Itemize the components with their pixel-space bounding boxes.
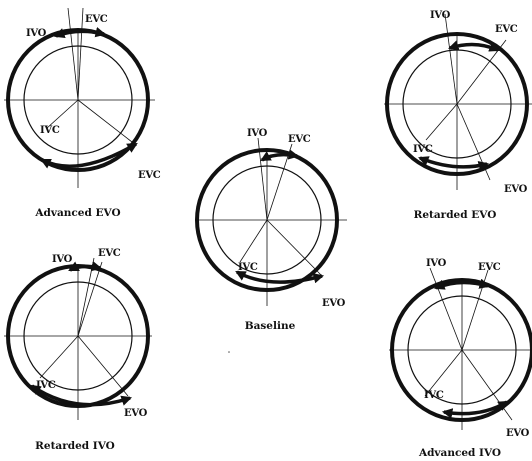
exhaust-arc-arrow [40, 142, 138, 169]
diagram-caption: Advanced EVO [34, 207, 120, 219]
evc-label: EVC [288, 134, 311, 145]
exhaust-arc-arrow [441, 400, 509, 419]
evo-label: EVO [506, 428, 530, 439]
ivc-line [424, 349, 463, 397]
evo-label: EVO [124, 408, 148, 419]
ivc-label: IVC [40, 125, 60, 136]
evc-label: EVC [85, 14, 108, 25]
evc-label: EVC [495, 24, 518, 35]
intake-arc-arrow [447, 40, 500, 52]
ivc-label: IVC [413, 144, 433, 155]
diagram-caption: Baseline [245, 320, 296, 332]
evc-line [77, 7, 84, 101]
diagram-caption: Advanced IVO [418, 447, 501, 459]
ivc-label: IVC [238, 262, 258, 273]
ivo-label: IVO [430, 10, 451, 21]
evo-label: EVO [322, 298, 346, 309]
ivo-line [444, 13, 458, 105]
ivc-label: IVC [424, 390, 444, 401]
ivo-line [77, 257, 95, 337]
diagram-caption: Retarded IVO [35, 440, 115, 452]
evc-line [456, 39, 507, 105]
intake-arc-arrow [260, 149, 300, 162]
intake-arc-arrow [434, 278, 491, 290]
ivo-line [257, 137, 268, 221]
diagram-advanced-ivo: IVO EVC IVC EVO Advanced IVO [389, 258, 532, 459]
diagram-advanced-evo: IVO EVC IVC EVC Advanced EVO [4, 7, 161, 219]
exhaust-arc-arrow [235, 270, 325, 284]
ivo-label: IVO [52, 254, 73, 265]
exhaust-arc-arrow [418, 156, 490, 172]
evc-label: EVC [98, 248, 121, 259]
ivc-line [46, 99, 79, 129]
evc-label: EVC [478, 262, 501, 273]
evo-line [266, 219, 323, 277]
ivc-label: IVC [36, 380, 56, 391]
intake-arc-arrow [54, 26, 107, 39]
intake-arc-arrow [68, 261, 103, 272]
diagram-retarded-evo: IVO EVC IVC EVO Retarded EVO [384, 10, 532, 221]
diagram-caption: Retarded EVO [414, 209, 497, 221]
diagram-baseline: IVO EVC IVC EVO Baseline [195, 128, 347, 332]
diagram-retarded-ivo: IVO EVC IVC EVO Retarded IVO [4, 248, 152, 452]
stray-dot [228, 351, 230, 353]
exhaust-arc-arrow [30, 384, 132, 407]
ivo-label: IVO [426, 258, 447, 269]
ivc-line [239, 219, 268, 263]
ivo-line [67, 7, 79, 101]
evo-label: EVO [504, 184, 528, 195]
evo-line [77, 99, 133, 143]
ivc-line [39, 335, 79, 379]
ivc-line [425, 103, 458, 141]
evo-label: EVC [138, 170, 161, 181]
ivo-label: IVO [26, 28, 47, 39]
evc-line [77, 261, 103, 337]
ivo-label: IVO [247, 128, 268, 139]
evo-line [77, 335, 129, 397]
